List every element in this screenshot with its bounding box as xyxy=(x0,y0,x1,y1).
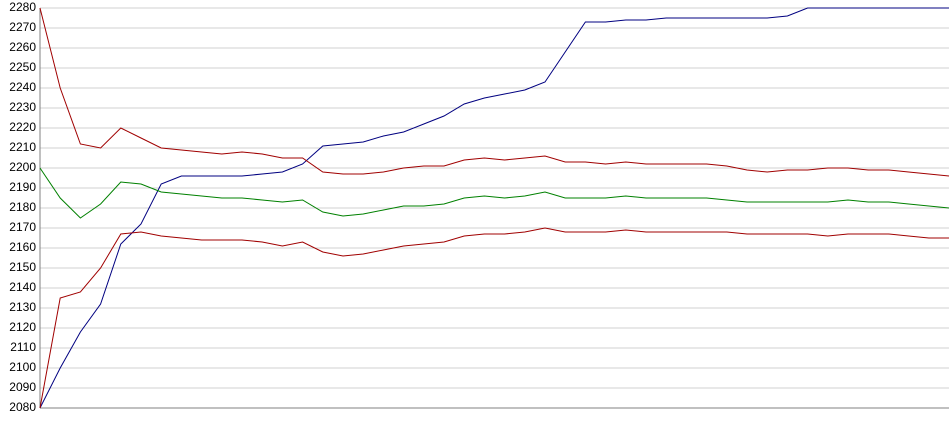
y-tick-label: 2160 xyxy=(9,240,36,254)
y-tick-label: 2110 xyxy=(10,340,36,354)
y-tick-label: 2210 xyxy=(9,140,36,154)
y-tick-label: 2280 xyxy=(9,0,36,14)
series-line xyxy=(39,7,949,409)
y-tick-label: 2230 xyxy=(9,100,36,114)
y-tick-label: 2120 xyxy=(9,320,36,334)
y-tick-label: 2250 xyxy=(9,60,36,74)
y-tick-label: 2140 xyxy=(9,280,36,294)
y-tick-label: 2190 xyxy=(9,180,36,194)
series-line xyxy=(39,227,949,409)
y-tick-label: 2130 xyxy=(9,300,36,314)
series-line xyxy=(39,7,950,177)
y-tick-label: 2200 xyxy=(9,160,36,174)
y-tick-label: 2170 xyxy=(9,220,36,234)
y-tick-label: 2180 xyxy=(9,200,36,214)
y-tick-label: 2270 xyxy=(9,20,36,34)
y-tick-label: 2240 xyxy=(9,80,36,94)
y-tick-label: 2090 xyxy=(9,380,36,394)
y-tick-label: 2100 xyxy=(9,360,36,374)
y-tick-label: 2080 xyxy=(9,400,36,414)
y-tick-label: 2150 xyxy=(9,260,36,274)
series-line xyxy=(39,167,950,219)
y-tick-label: 2260 xyxy=(9,40,36,54)
y-tick-label: 2220 xyxy=(9,120,36,134)
